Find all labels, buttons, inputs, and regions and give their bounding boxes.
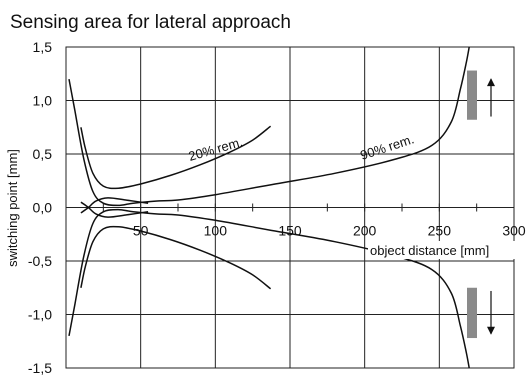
y-axis-label: switching point [mm] [5,149,20,267]
y-tick-label: -1,0 [28,307,52,323]
x-axis-label-background [368,241,520,259]
grid [66,46,515,369]
x-axis-label: object distance [mm] [370,243,489,258]
data-curves [68,46,470,369]
x-tick-label: 100 [204,223,228,239]
series-1-upper-line [68,46,470,207]
direction-bar-up [467,70,477,120]
y-tick-label: 0,0 [33,200,53,216]
y-tick-label: 0,5 [33,146,53,162]
series-2-upper-line [80,197,149,214]
chart-title: Sensing area for lateral approach [10,12,291,33]
x-tick-label: 300 [502,223,526,239]
x-tick-label: 150 [278,223,302,239]
direction-bar-down [467,287,477,339]
direction-markers [467,70,495,339]
plot-frame [65,46,515,369]
x-axis-label-group: object distance [mm] [368,241,520,259]
x-tick-label: 250 [428,223,452,239]
series-0-upper-line [80,125,272,190]
series-0-lower-line [80,225,272,290]
y-tick-label: 1,0 [33,93,53,109]
y-tick-labels: 1,5 1,0 0,5 0,0 -0,5 -1,0 -1,5 [28,39,52,376]
annotation-90-rem: 90% rem. [358,131,416,162]
y-tick-label: -1,5 [28,360,52,376]
y-tick-label: -0,5 [28,253,52,269]
y-tick-label: 1,5 [33,39,53,55]
direction-arrow-head-up [487,78,495,87]
x-tick-label: 200 [353,223,377,239]
series-1-lower-line [68,208,470,369]
series-2-lower-line [80,201,149,218]
direction-arrow-head-down [487,326,495,335]
x-tick-labels: 50 100 150 200 250 300 [133,223,526,239]
